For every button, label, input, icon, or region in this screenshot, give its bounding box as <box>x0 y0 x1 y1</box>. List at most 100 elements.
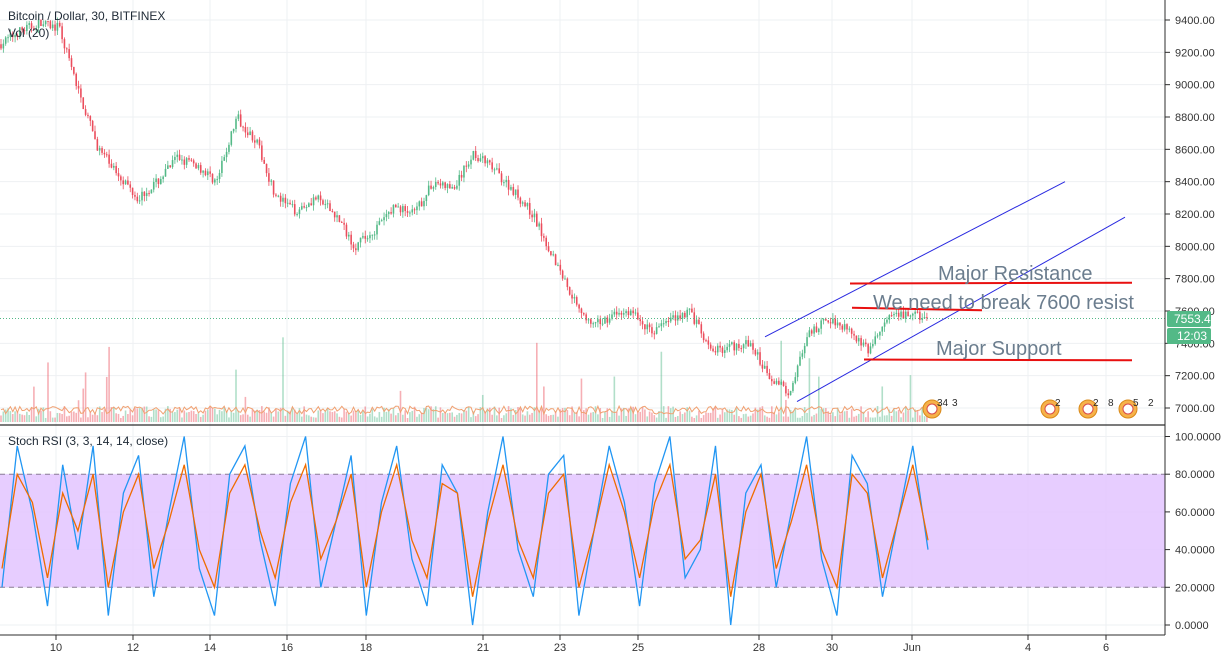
volume-indicator-label[interactable]: Vol (20) <box>8 26 50 40</box>
volume-bar <box>232 412 235 422</box>
volume-bar <box>303 406 305 422</box>
price-axis[interactable]: 9400.00 9200.00 9000.00 8800.00 8600.00 8400.… <box>1165 15 1215 415</box>
event-badges[interactable]: 34 3 2 2 8 5 2 <box>922 398 1154 419</box>
candle-body <box>857 338 860 342</box>
candle-body <box>843 324 846 330</box>
candle-body <box>486 160 489 164</box>
volume-bar <box>594 406 597 422</box>
volume-bar <box>543 386 545 422</box>
volume-bar <box>801 416 804 422</box>
candle-body <box>517 189 519 198</box>
candle-body <box>665 321 667 324</box>
candle-body <box>423 200 425 207</box>
volume-bar <box>207 409 209 422</box>
volume-bar <box>117 413 120 422</box>
candle-body <box>622 313 625 315</box>
volume-bar <box>216 414 218 422</box>
candle-body <box>171 160 174 168</box>
candle-body <box>547 246 550 252</box>
volume-bar <box>897 409 900 422</box>
candle-body <box>317 195 320 200</box>
candle-body <box>883 322 886 327</box>
volume-bar <box>411 410 414 422</box>
candle-body <box>416 206 418 211</box>
candle-body <box>667 321 670 323</box>
countdown-tag <box>1167 328 1211 344</box>
volume-bar <box>590 412 592 422</box>
candle-body <box>632 310 634 314</box>
volume-bar <box>893 409 895 422</box>
volume-bar <box>714 406 717 422</box>
candle-body <box>96 139 99 151</box>
volume-bar <box>632 406 634 422</box>
volume-bar <box>28 414 30 422</box>
stoch-rsi-indicator-label[interactable]: Stoch RSI (3, 3, 14, 14, close) <box>8 434 169 448</box>
volume-bar <box>688 410 691 422</box>
candle-body <box>364 236 367 239</box>
volume-bar <box>848 417 851 422</box>
candle-body <box>681 312 684 319</box>
drawings[interactable]: Major Resistance We need to break 7600 re… <box>764 181 1134 402</box>
candle-body <box>881 326 884 332</box>
volume-bar <box>108 346 110 422</box>
candle-body <box>463 165 465 178</box>
volume-bars <box>0 337 928 422</box>
candle-body <box>561 270 564 279</box>
candle-body <box>211 173 214 183</box>
candle-body <box>787 393 790 396</box>
volume-bar <box>54 417 56 422</box>
volume-bar <box>406 417 409 422</box>
candle-body <box>195 163 197 169</box>
candle-body <box>442 182 444 186</box>
candle-body <box>399 206 402 213</box>
candle-body <box>693 312 696 324</box>
stoch-tick-label: 60.0000 <box>1175 507 1215 519</box>
volume-bar <box>369 413 371 422</box>
break-level-line <box>851 306 983 312</box>
volume-bar <box>648 411 651 422</box>
volume-bar <box>73 411 75 422</box>
stoch-axis[interactable]: 100.0000 80.0000 60.0000 40.0000 20.0000 0.00… <box>1165 432 1221 633</box>
candle-body <box>246 132 249 136</box>
volume-bar <box>606 408 609 422</box>
candle-body <box>865 342 867 345</box>
candle-body <box>308 203 310 208</box>
volume-bar <box>778 412 780 422</box>
volume-bar <box>808 358 811 422</box>
volume-bar <box>855 415 858 422</box>
candle-body <box>418 201 421 207</box>
time-tick-label: 18 <box>360 642 372 654</box>
candle-body <box>263 159 265 164</box>
volume-bar <box>601 417 604 422</box>
candle-body <box>202 170 204 173</box>
volume-bar <box>376 417 378 422</box>
volume-bar <box>886 415 888 422</box>
candle-body <box>489 160 491 163</box>
candle-body <box>597 319 599 323</box>
volume-bar <box>865 417 867 422</box>
candle-body <box>425 195 428 201</box>
volume-bar <box>583 410 585 422</box>
volume-bar <box>296 414 298 422</box>
volume-bar <box>766 416 768 422</box>
volume-bar <box>907 410 909 422</box>
candle-body <box>380 220 383 222</box>
candle-body <box>373 234 376 236</box>
candle-body <box>477 158 479 162</box>
time-axis[interactable]: 10 12 14 16 18 21 23 25 28 30 Jun 4 6 <box>50 635 1109 654</box>
candle-body <box>383 217 385 221</box>
volume-bar <box>94 413 96 422</box>
candle-body <box>204 170 207 176</box>
candle-body <box>216 179 218 181</box>
candle-body <box>780 381 782 385</box>
volume-bar <box>385 411 388 422</box>
volume-bar <box>796 417 799 422</box>
symbol-title[interactable]: Bitcoin / Dollar, 30, BITFINEX <box>8 9 166 23</box>
candle-body <box>169 165 171 168</box>
volume-bar <box>171 412 174 422</box>
candle-body <box>615 311 618 315</box>
candle-body <box>235 118 237 129</box>
volume-bar <box>362 410 364 422</box>
candle-body <box>54 24 56 31</box>
